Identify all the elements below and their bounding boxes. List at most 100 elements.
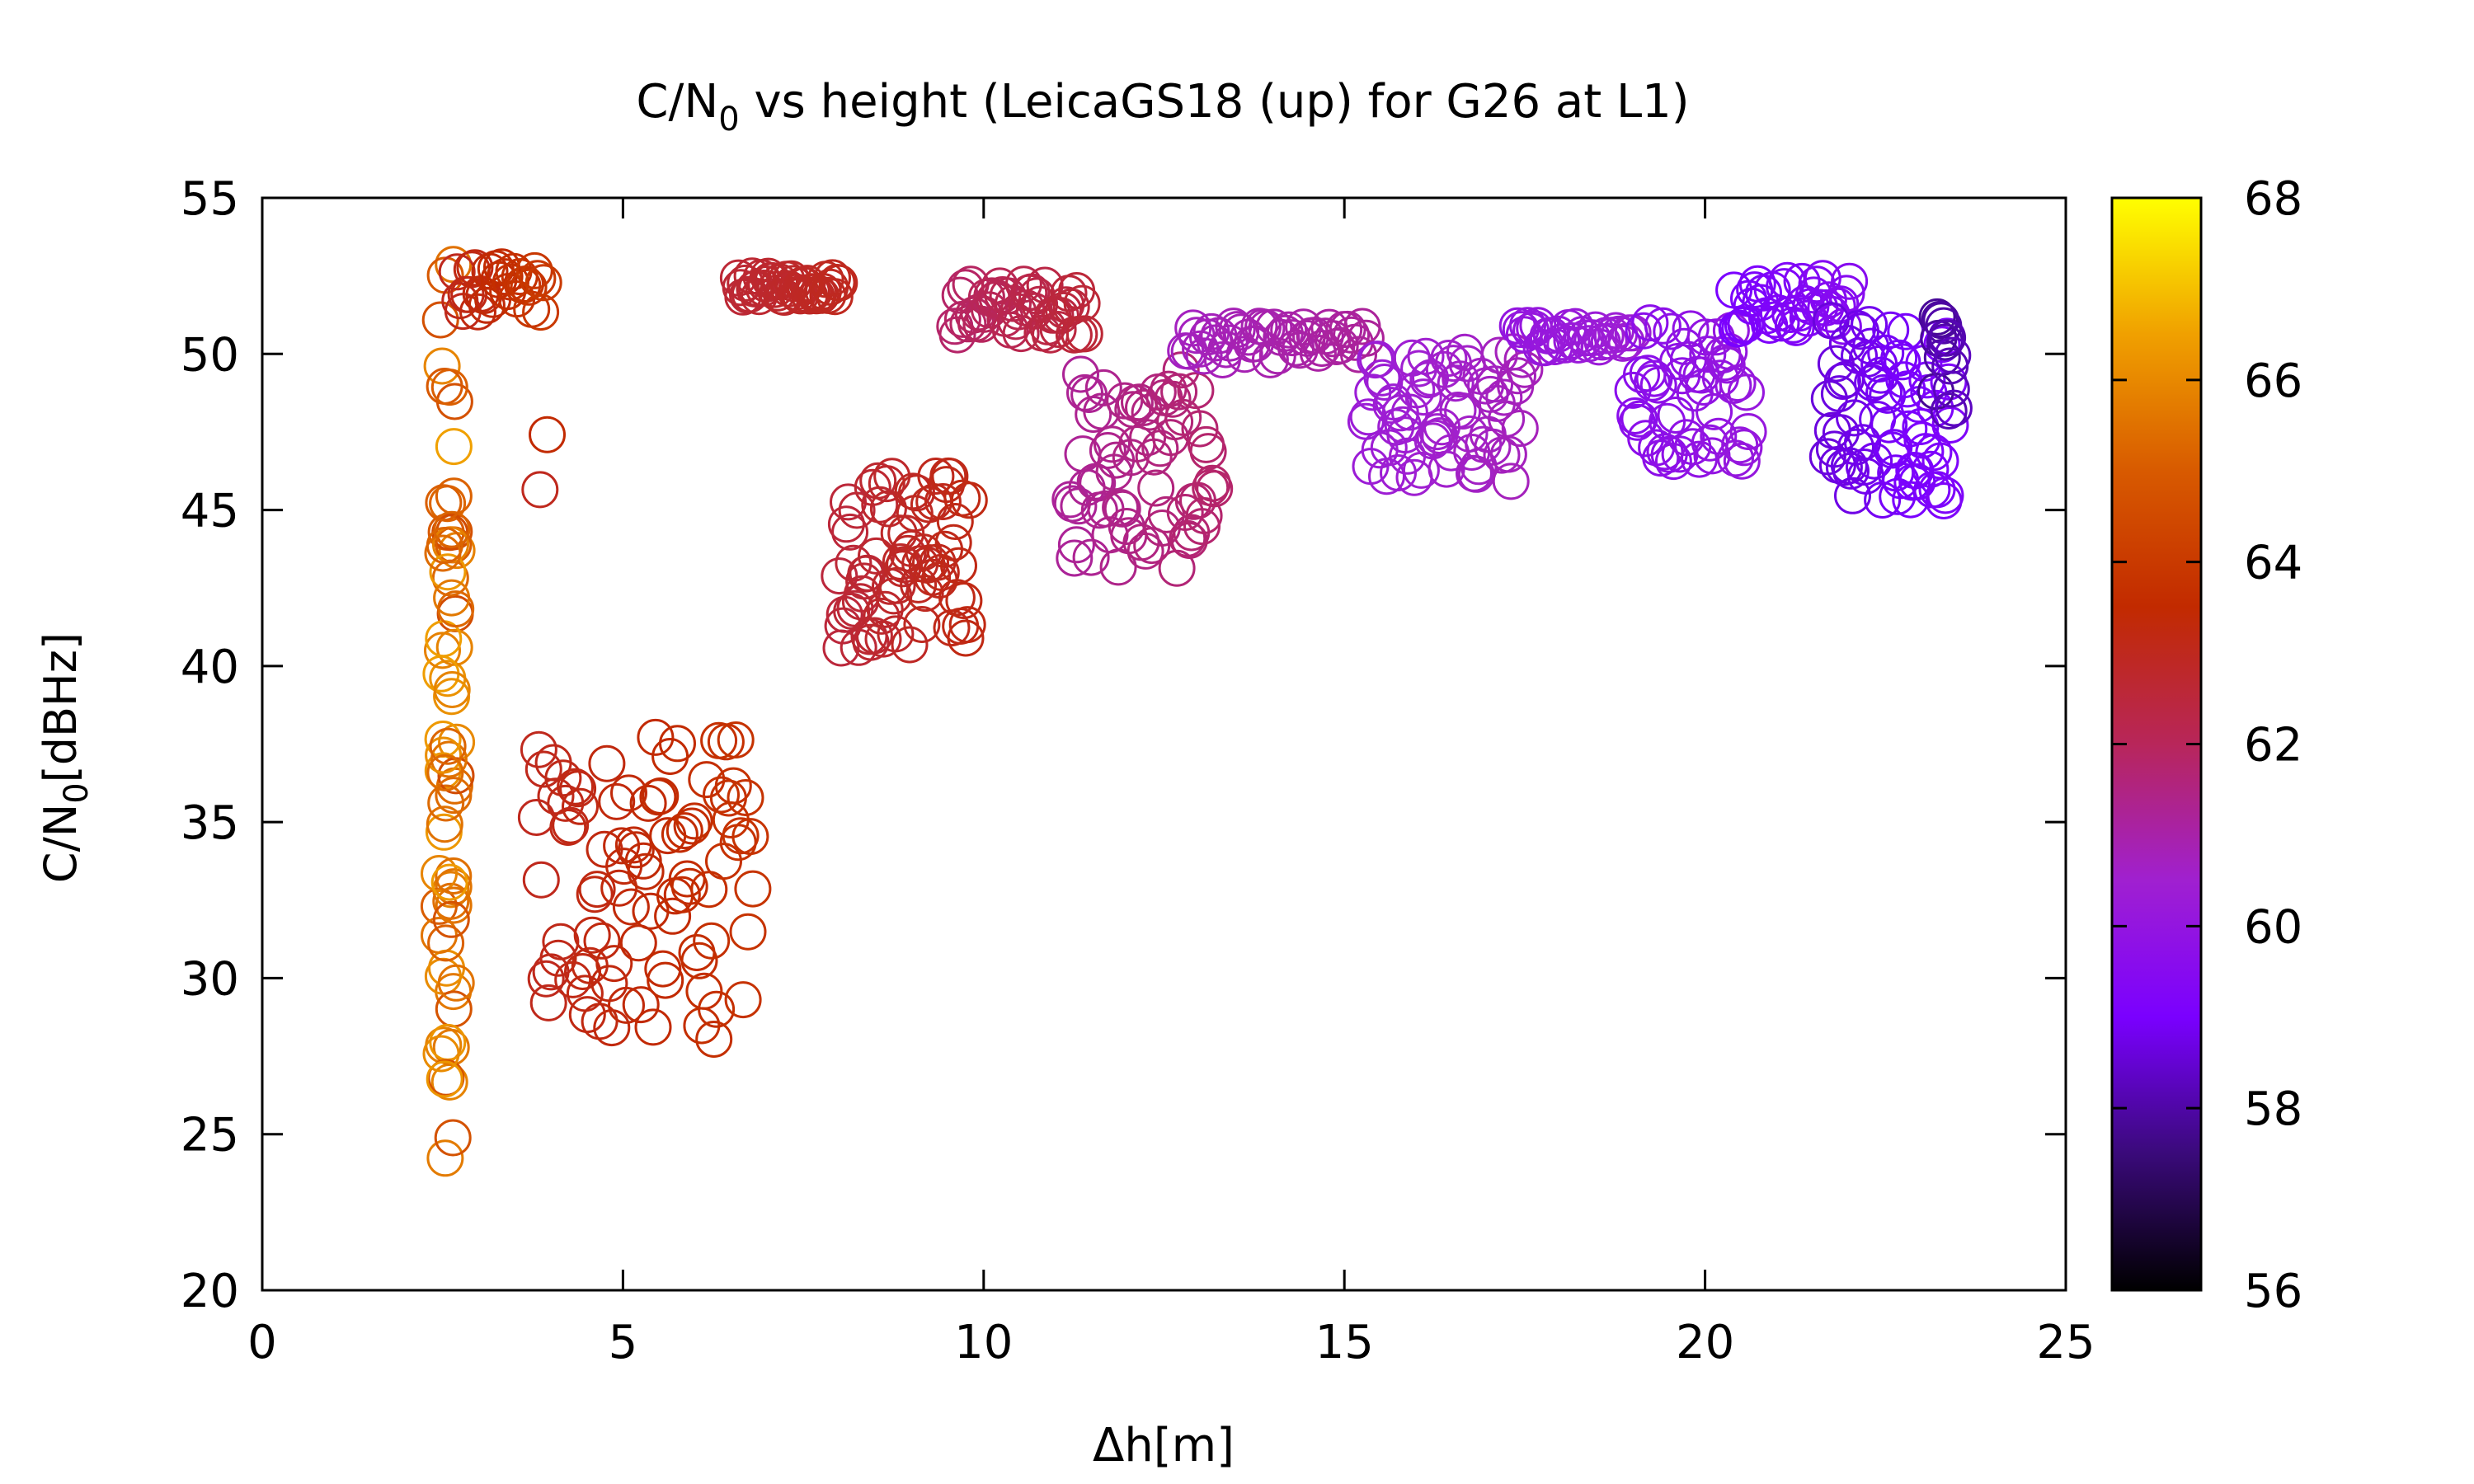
colorbar-tick-label: 60 <box>2244 900 2302 954</box>
chart-title-rest: vs height (LeicaGS18 (up) for G26 at L1) <box>740 75 1690 129</box>
data-point <box>705 843 742 881</box>
data-point <box>1728 373 1765 411</box>
data-point <box>869 490 907 528</box>
data-point <box>1103 490 1141 528</box>
chart-title-main: C/N <box>636 75 718 129</box>
data-point <box>1039 311 1077 348</box>
data-point <box>430 740 468 778</box>
y-axis-label-rest: [dBHz] <box>35 632 87 782</box>
data-point <box>1721 309 1759 347</box>
data-point <box>619 924 657 962</box>
data-point <box>866 590 904 628</box>
data-point <box>552 806 590 844</box>
x-axis-label: Δh[m] <box>1093 1419 1235 1472</box>
data-point <box>595 945 633 983</box>
data-point <box>1880 339 1918 377</box>
data-point <box>1137 469 1175 507</box>
data-point <box>1492 463 1530 500</box>
data-point <box>1196 470 1234 508</box>
data-point <box>717 721 755 758</box>
data-point <box>632 892 670 930</box>
colorbar-tick-label: 58 <box>2244 1082 2302 1136</box>
data-point <box>1783 262 1821 300</box>
data-point <box>421 855 458 892</box>
data-point <box>1639 366 1677 404</box>
data-point <box>617 831 655 869</box>
data-point <box>1089 432 1126 469</box>
data-point <box>524 750 562 788</box>
data-point <box>673 807 711 845</box>
data-point <box>432 1028 470 1066</box>
data-point <box>588 744 626 782</box>
y-axis-label-sub: 0 <box>58 782 96 803</box>
chart-title: C/N0 vs height (LeicaGS18 (up) for G26 a… <box>636 75 1689 139</box>
data-point <box>1160 373 1198 411</box>
data-point <box>903 606 941 643</box>
data-point <box>1884 343 1921 381</box>
data-point <box>612 888 650 926</box>
data-point <box>1333 316 1371 354</box>
data-point <box>590 965 628 1003</box>
data-point <box>559 770 597 808</box>
data-point <box>432 882 470 920</box>
x-tick-label: 20 <box>1676 1316 1734 1369</box>
data-point <box>1002 315 1040 353</box>
data-point <box>1129 419 1167 457</box>
data-point <box>1918 471 1956 509</box>
data-point <box>603 827 641 865</box>
data-point <box>430 863 468 901</box>
axis-ticks: 0 5 10 15 20 25 20 25 30 35 40 45 50 55 <box>181 172 2095 1369</box>
data-point <box>600 869 638 907</box>
data-point <box>427 1059 465 1097</box>
y-axis-label: C/N0[dBHz] <box>35 632 96 883</box>
y-tick-label: 30 <box>181 952 239 1006</box>
data-point <box>1908 361 1946 399</box>
data-point <box>435 868 473 906</box>
data-point <box>456 249 494 287</box>
data-point <box>1181 410 1219 448</box>
data-point <box>1218 311 1256 349</box>
data-point <box>1430 340 1468 377</box>
data-point <box>1255 308 1293 346</box>
data-point <box>486 258 524 296</box>
chart-title-sub: 0 <box>718 101 739 139</box>
data-point <box>1923 326 1961 364</box>
data-point <box>423 347 461 385</box>
data-point <box>1056 539 1094 577</box>
data-point <box>435 428 473 466</box>
y-axis-label-main: C/N <box>35 804 87 883</box>
data-point <box>529 416 566 453</box>
x-tick-label: 5 <box>609 1316 638 1369</box>
data-point <box>688 761 726 799</box>
data-point <box>703 776 740 814</box>
data-point <box>663 876 701 913</box>
data-point <box>549 809 587 846</box>
data-point <box>821 264 858 302</box>
data-point <box>527 960 565 998</box>
data-point <box>661 815 698 853</box>
data-point <box>422 1035 460 1073</box>
data-point <box>821 557 858 595</box>
data-point <box>435 857 473 895</box>
data-point <box>698 990 736 1028</box>
data-point <box>1870 406 1908 444</box>
data-point <box>1154 380 1192 418</box>
data-point <box>421 301 459 339</box>
data-point <box>542 923 580 960</box>
data-point <box>1407 337 1445 375</box>
y-tick-label: 45 <box>181 485 239 538</box>
data-point <box>1072 538 1110 576</box>
data-point <box>1363 359 1401 397</box>
data-point <box>877 615 915 653</box>
data-point <box>1133 527 1171 565</box>
data-point <box>734 870 772 908</box>
data-point <box>1926 477 1964 514</box>
data-point <box>685 972 723 1010</box>
data-point <box>1152 419 1189 457</box>
data-point <box>675 802 713 840</box>
data-point <box>557 768 595 805</box>
data-point <box>433 671 471 708</box>
data-point <box>945 582 983 619</box>
data-point <box>1177 372 1215 410</box>
